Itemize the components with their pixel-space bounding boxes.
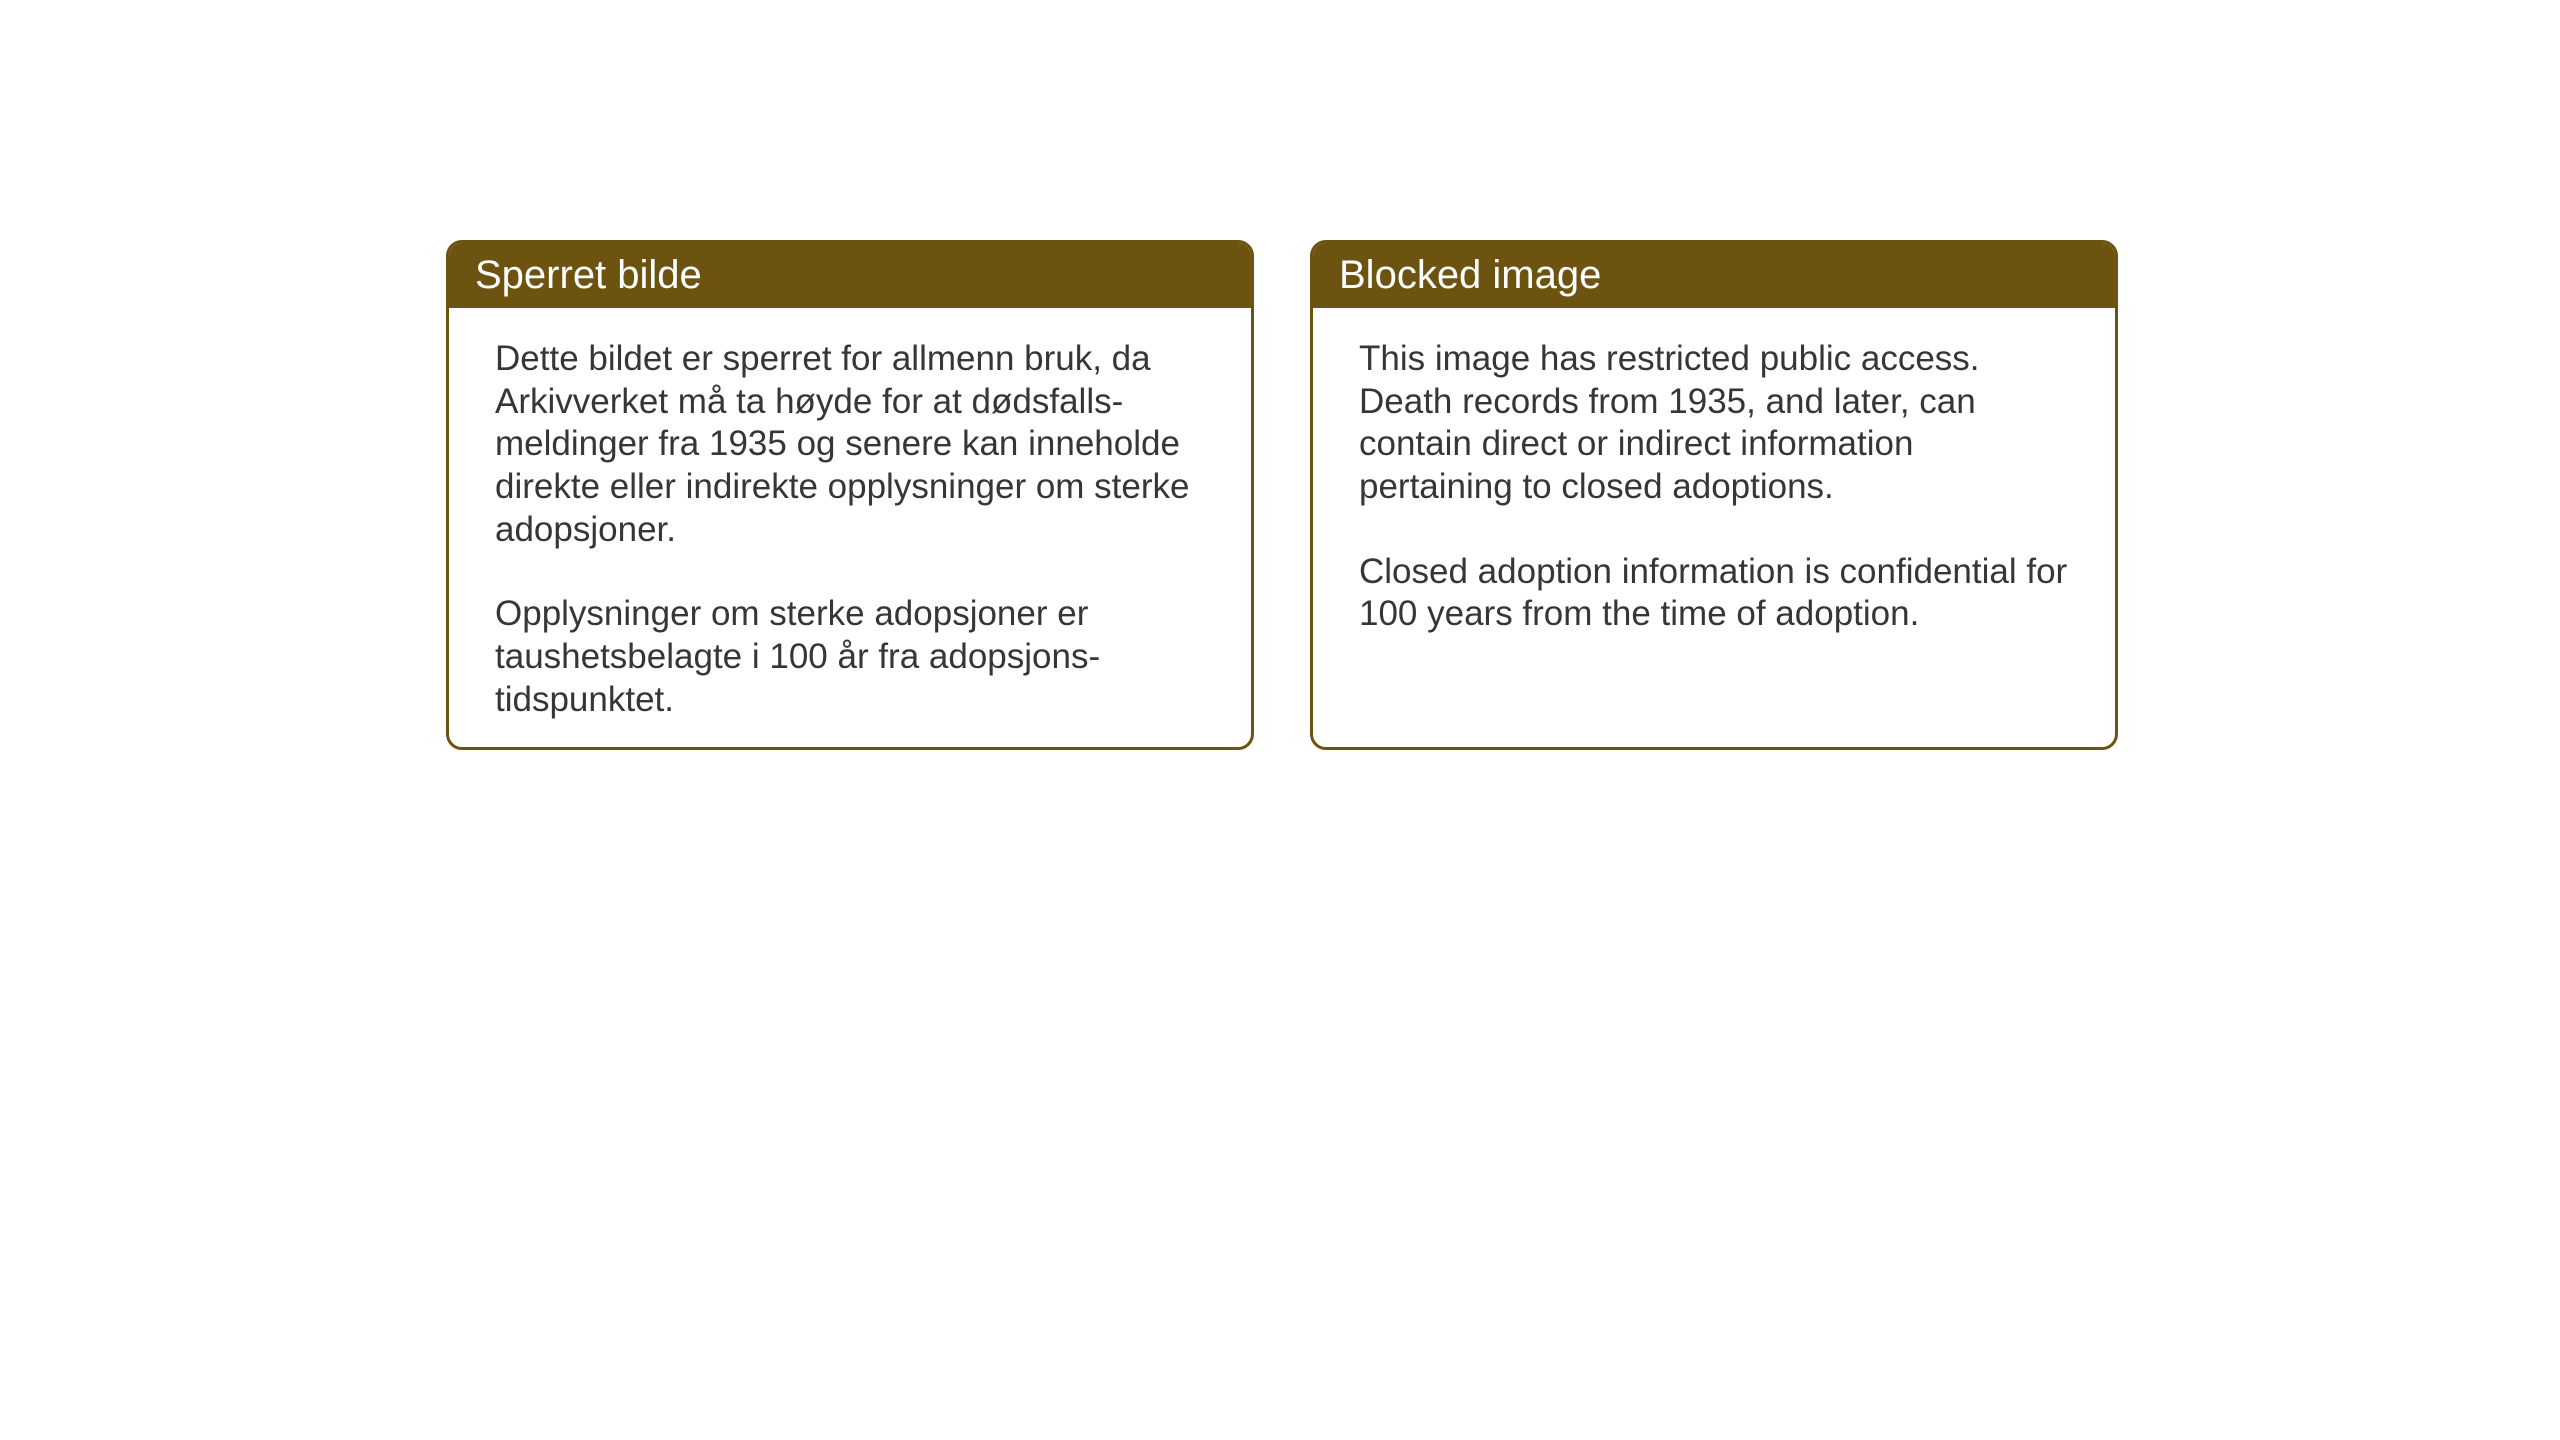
english-card-header: Blocked image — [1313, 243, 2115, 308]
english-card-title: Blocked image — [1339, 253, 1601, 297]
english-paragraph-2: Closed adoption information is confident… — [1359, 551, 2069, 636]
norwegian-card-body: Dette bildet er sperret for allmenn bruk… — [449, 308, 1251, 750]
norwegian-paragraph-2: Opplysninger om sterke adopsjoner er tau… — [495, 593, 1205, 721]
english-card: Blocked image This image has restricted … — [1310, 240, 2118, 750]
norwegian-card: Sperret bilde Dette bildet er sperret fo… — [446, 240, 1254, 750]
norwegian-card-header: Sperret bilde — [449, 243, 1251, 308]
norwegian-card-title: Sperret bilde — [475, 253, 702, 297]
english-card-body: This image has restricted public access.… — [1313, 308, 2115, 666]
english-paragraph-1: This image has restricted public access.… — [1359, 338, 2069, 509]
cards-container: Sperret bilde Dette bildet er sperret fo… — [446, 240, 2118, 750]
norwegian-paragraph-1: Dette bildet er sperret for allmenn bruk… — [495, 338, 1205, 551]
